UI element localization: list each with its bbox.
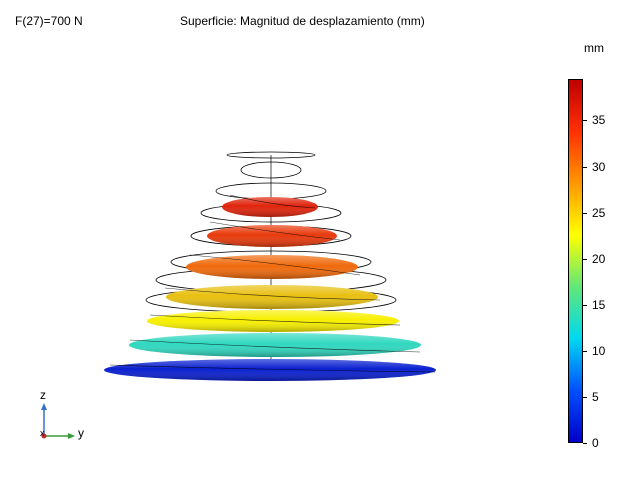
colorbar-tick [583, 259, 587, 260]
colorbar-tick-label: 10 [592, 344, 606, 358]
colorbar-tick-label: 20 [592, 252, 606, 266]
deformed-coils [104, 197, 436, 381]
spring-coil [186, 255, 358, 279]
colorbar-unit-label: mm [584, 41, 604, 55]
parameter-label: F(27)=700 N [15, 14, 83, 28]
spring-coil [207, 225, 337, 247]
plot-title: Superficie: Magnitud de desplazamiento (… [180, 14, 425, 28]
y-axis-label: y [78, 426, 84, 440]
spring-coil [104, 359, 436, 381]
z-axis-label: z [40, 388, 46, 402]
spring-coil [166, 285, 378, 309]
spring-3d-view[interactable] [0, 0, 560, 400]
colorbar [568, 79, 583, 443]
x-axis-marker [41, 433, 47, 439]
colorbar-tick [583, 351, 587, 352]
colorbar-tick-label: 5 [592, 390, 599, 404]
spring-coil [222, 197, 318, 217]
colorbar-tick-label: 0 [592, 436, 599, 450]
wireframe-front [109, 194, 436, 373]
axis-triad: z y x [30, 388, 100, 448]
colorbar-tick [583, 213, 587, 214]
z-arrow-head [41, 403, 47, 410]
colorbar-tick [583, 120, 587, 121]
colorbar-tick [583, 305, 587, 306]
spring-coil [129, 333, 421, 357]
colorbar-tick-label: 25 [592, 206, 606, 220]
colorbar-tick [583, 167, 587, 168]
colorbar-tick-label: 35 [592, 113, 606, 127]
x-axis-label: x [40, 428, 45, 438]
colorbar-tick-label: 15 [592, 298, 606, 312]
colorbar-tick-label: 30 [592, 160, 606, 174]
colorbar-tick [583, 397, 587, 398]
y-arrow-head [68, 433, 75, 439]
colorbar-tick [583, 443, 587, 444]
